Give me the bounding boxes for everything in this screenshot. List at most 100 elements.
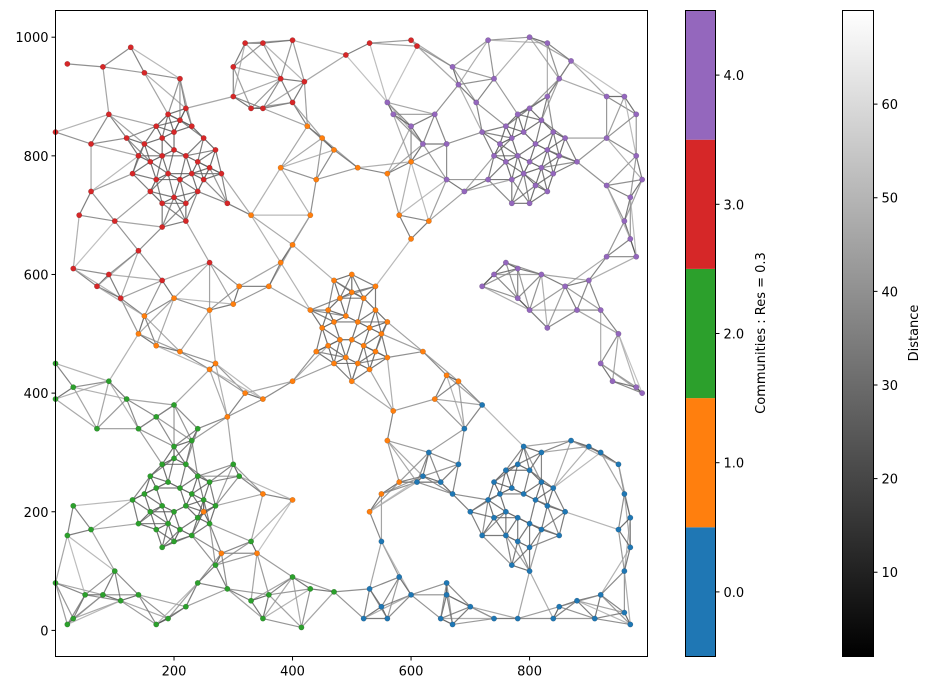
edge bbox=[398, 576, 412, 596]
edge bbox=[523, 173, 548, 192]
edge bbox=[262, 380, 293, 400]
x-tick-label: 600 bbox=[399, 665, 424, 680]
edge bbox=[363, 285, 376, 299]
edge bbox=[155, 179, 163, 204]
edge bbox=[185, 582, 199, 607]
node-community-1 bbox=[277, 259, 284, 266]
edge bbox=[300, 591, 335, 628]
edge bbox=[66, 594, 86, 625]
edge bbox=[487, 161, 507, 180]
node-community-3 bbox=[127, 44, 134, 51]
edge bbox=[606, 220, 625, 257]
node-community-4 bbox=[526, 200, 533, 207]
edge bbox=[256, 499, 294, 554]
node-community-4 bbox=[574, 158, 580, 165]
node-community-3 bbox=[218, 170, 225, 177]
edge bbox=[280, 167, 311, 216]
node-community-3 bbox=[188, 123, 195, 130]
node-community-0 bbox=[597, 591, 604, 598]
edge bbox=[209, 303, 234, 311]
edge bbox=[179, 179, 187, 204]
edge bbox=[517, 113, 542, 121]
edge bbox=[226, 588, 264, 619]
edge bbox=[173, 404, 199, 430]
edge bbox=[197, 190, 228, 204]
edge bbox=[262, 42, 282, 79]
edge bbox=[55, 113, 110, 133]
edge bbox=[191, 481, 210, 495]
edge bbox=[529, 570, 554, 619]
edge bbox=[499, 143, 519, 157]
node-community-4 bbox=[562, 135, 569, 141]
edge bbox=[410, 125, 424, 145]
edge bbox=[470, 493, 501, 513]
edge bbox=[481, 404, 525, 447]
edge bbox=[108, 380, 128, 400]
node-community-3 bbox=[230, 63, 237, 70]
edge bbox=[529, 534, 560, 548]
edge bbox=[291, 39, 305, 82]
node-community-0 bbox=[621, 491, 628, 497]
node-community-0 bbox=[437, 479, 444, 486]
edge bbox=[523, 119, 542, 133]
node-community-1 bbox=[390, 407, 397, 414]
edge bbox=[576, 309, 619, 335]
edge bbox=[197, 505, 216, 519]
edge bbox=[191, 535, 216, 566]
edge bbox=[564, 511, 619, 531]
edge bbox=[375, 238, 412, 287]
node-community-2 bbox=[171, 508, 177, 515]
edge bbox=[185, 588, 228, 608]
node-community-0 bbox=[425, 449, 432, 456]
edge bbox=[386, 576, 400, 619]
edge bbox=[546, 505, 560, 536]
distance-tick-label: 60 bbox=[882, 98, 899, 113]
edge bbox=[203, 481, 211, 501]
node-community-1 bbox=[354, 164, 361, 171]
edge bbox=[606, 185, 631, 240]
edge bbox=[72, 386, 98, 430]
edge bbox=[369, 576, 400, 590]
edge bbox=[422, 351, 459, 382]
node-community-2 bbox=[176, 526, 183, 533]
edge bbox=[173, 297, 210, 311]
y-tick-label: 1000 bbox=[15, 31, 48, 46]
edge bbox=[144, 297, 175, 317]
node-community-4 bbox=[597, 307, 604, 314]
node-community-2 bbox=[159, 502, 166, 509]
edge bbox=[540, 149, 548, 168]
community-tick-label: 2.0 bbox=[724, 328, 745, 343]
edge bbox=[629, 155, 637, 198]
edge bbox=[185, 137, 205, 157]
edge bbox=[120, 600, 169, 620]
node-community-4 bbox=[538, 271, 545, 278]
node-community-3 bbox=[212, 146, 219, 153]
node-community-4 bbox=[419, 141, 426, 147]
edge bbox=[440, 481, 453, 495]
edge bbox=[108, 113, 145, 145]
edge bbox=[434, 114, 448, 145]
edge bbox=[292, 39, 347, 56]
node-community-0 bbox=[360, 615, 367, 622]
node-community-3 bbox=[165, 111, 172, 118]
node-community-0 bbox=[508, 485, 515, 491]
node-community-2 bbox=[99, 591, 106, 598]
edge bbox=[387, 351, 424, 359]
node-community-2 bbox=[70, 615, 77, 622]
edge bbox=[315, 137, 323, 180]
edge bbox=[55, 386, 74, 400]
edge bbox=[161, 529, 181, 548]
node-community-4 bbox=[461, 188, 468, 195]
edge bbox=[161, 505, 169, 524]
node-community-2 bbox=[153, 526, 160, 533]
node-community-2 bbox=[230, 461, 237, 468]
edge bbox=[300, 588, 311, 628]
edge bbox=[440, 606, 471, 620]
edge bbox=[623, 96, 637, 115]
edge bbox=[576, 600, 625, 614]
distance-tick-label: 50 bbox=[882, 192, 899, 207]
edge bbox=[197, 137, 205, 162]
edge bbox=[120, 279, 163, 299]
y-tick-label: 400 bbox=[24, 387, 49, 402]
edge bbox=[511, 173, 525, 204]
